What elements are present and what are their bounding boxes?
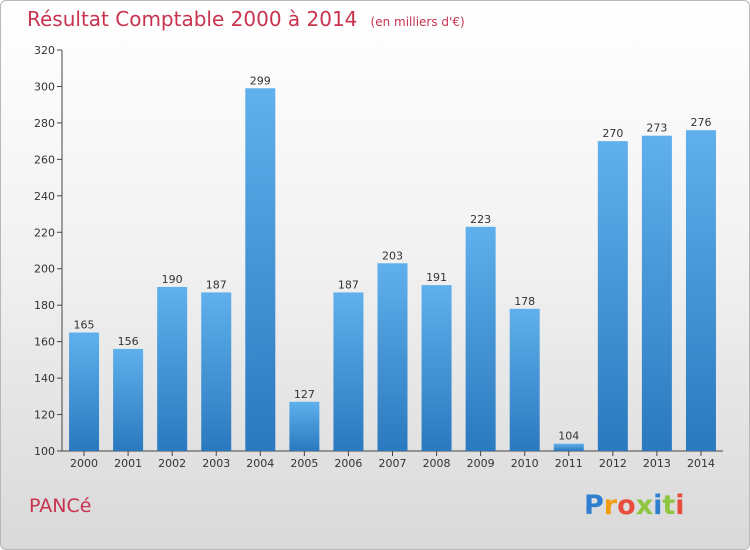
x-tick-label-2009: 2009 bbox=[467, 457, 495, 470]
x-tick-label-2010: 2010 bbox=[511, 457, 539, 470]
value-label-2002: 190 bbox=[162, 273, 183, 286]
value-label-2012: 270 bbox=[602, 127, 623, 140]
x-tick-label-2014: 2014 bbox=[687, 457, 715, 470]
y-tick-label: 240 bbox=[34, 190, 55, 203]
y-tick-label: 100 bbox=[34, 445, 55, 458]
bar-2010 bbox=[509, 308, 540, 451]
value-label-2004: 299 bbox=[250, 74, 271, 87]
axes: 100 120 140 160 180 200 220 240 260 280 300 320 2000… bbox=[34, 44, 723, 470]
chart-title: Résultat Comptable 2000 à 2014 bbox=[27, 7, 358, 31]
bar-2006 bbox=[333, 292, 364, 451]
logo-letter: o bbox=[617, 490, 636, 521]
x-tick-label-2004: 2004 bbox=[246, 457, 274, 470]
logo-letter: P bbox=[584, 490, 604, 521]
x-tick-label-2007: 2007 bbox=[379, 457, 407, 470]
bar-2000 bbox=[69, 332, 100, 451]
x-tick-label-2008: 2008 bbox=[423, 457, 451, 470]
y-tick-label: 320 bbox=[34, 44, 55, 57]
bar-2001 bbox=[113, 348, 144, 451]
bar-2011 bbox=[553, 443, 584, 451]
y-tick-label: 260 bbox=[34, 153, 55, 166]
x-tick-label-2013: 2013 bbox=[643, 457, 671, 470]
x-tick-label-2006: 2006 bbox=[334, 457, 362, 470]
y-tick-label: 140 bbox=[34, 372, 55, 385]
x-tick-label-2001: 2001 bbox=[114, 457, 142, 470]
value-label-2013: 273 bbox=[646, 122, 667, 135]
bar-2009 bbox=[465, 226, 496, 451]
value-label-2011: 104 bbox=[558, 430, 579, 443]
bar-2008 bbox=[421, 285, 452, 451]
value-label-2014: 276 bbox=[690, 116, 711, 129]
value-label-2001: 156 bbox=[118, 335, 139, 348]
y-tick-label: 200 bbox=[34, 263, 55, 276]
y-tick-label: 220 bbox=[34, 226, 55, 239]
value-label-2005: 127 bbox=[294, 388, 315, 401]
logo-letter: t bbox=[662, 490, 676, 521]
logo-letter: x bbox=[635, 490, 654, 521]
y-tick-label: 300 bbox=[34, 80, 55, 93]
x-tick-label-2011: 2011 bbox=[555, 457, 583, 470]
bars: 165 156 190 187 299 127 187 203 191 223 178 104 270 2… bbox=[69, 74, 716, 452]
bar-2002 bbox=[157, 286, 188, 451]
value-label-2003: 187 bbox=[206, 278, 227, 291]
value-label-2007: 203 bbox=[382, 249, 403, 262]
x-tick-label-2000: 2000 bbox=[70, 457, 98, 470]
x-tick-label-2005: 2005 bbox=[290, 457, 318, 470]
value-label-2008: 191 bbox=[426, 271, 447, 284]
y-tick-label: 280 bbox=[34, 117, 55, 130]
bar-2012 bbox=[597, 141, 628, 452]
y-tick-label: 120 bbox=[34, 409, 55, 422]
bar-2013 bbox=[641, 135, 672, 451]
bar-2004 bbox=[245, 88, 276, 451]
y-tick-label: 180 bbox=[34, 299, 55, 312]
value-label-2009: 223 bbox=[470, 213, 491, 226]
proxiti-logo: Proxiti bbox=[584, 490, 685, 521]
title-area: Résultat Comptable 2000 à 2014 (en milli… bbox=[27, 7, 465, 31]
value-label-2000: 165 bbox=[74, 319, 95, 332]
x-tick-label-2012: 2012 bbox=[599, 457, 627, 470]
value-label-2006: 187 bbox=[338, 278, 359, 291]
bar-2014 bbox=[685, 130, 716, 451]
bar-2007 bbox=[377, 263, 408, 451]
logo-letter: i bbox=[653, 490, 663, 521]
bar-2005 bbox=[289, 401, 320, 451]
commune-name: PANCé bbox=[29, 495, 92, 517]
value-label-2010: 178 bbox=[514, 295, 535, 308]
x-tick-label-2003: 2003 bbox=[202, 457, 230, 470]
y-tick-label: 160 bbox=[34, 336, 55, 349]
chart-subtitle: (en milliers d'€) bbox=[370, 15, 465, 29]
x-tick-label-2002: 2002 bbox=[158, 457, 186, 470]
logo-letter: i bbox=[675, 490, 685, 521]
logo-letter: r bbox=[603, 490, 618, 521]
bar-2003 bbox=[201, 292, 232, 451]
